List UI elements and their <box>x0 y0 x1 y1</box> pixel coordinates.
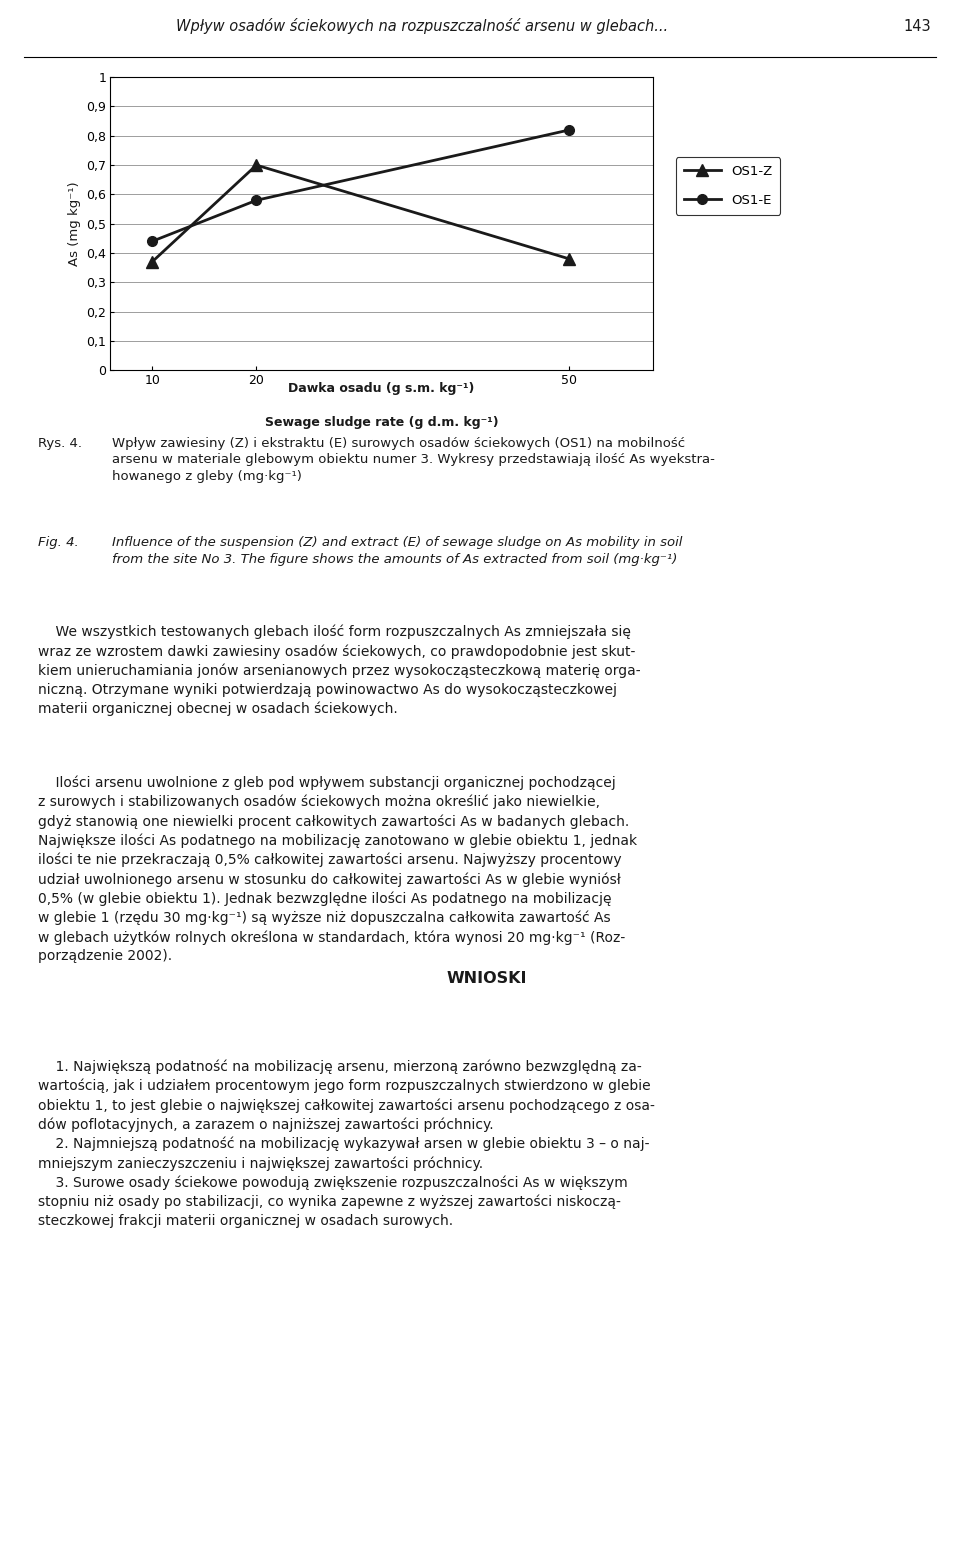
Text: Sewage sludge rate (g d.m. kg⁻¹): Sewage sludge rate (g d.m. kg⁻¹) <box>265 417 498 429</box>
Text: Wpływ zawiesiny (Z) i ekstraktu (E) surowych osadów ściekowych (OS1) na mobilnoś: Wpływ zawiesiny (Z) i ekstraktu (E) suro… <box>112 437 715 483</box>
Line: OS1-Z: OS1-Z <box>147 159 575 267</box>
Text: We wszystkich testowanych glebach ilość form rozpuszczalnych As zmniejszała się
: We wszystkich testowanych glebach ilość … <box>38 625 641 716</box>
Y-axis label: As (mg kg⁻¹): As (mg kg⁻¹) <box>67 182 81 265</box>
Text: 143: 143 <box>903 19 931 34</box>
Text: Influence of the suspension (Z) and extract (E) of sewage sludge on As mobility : Influence of the suspension (Z) and extr… <box>112 535 683 566</box>
Line: OS1-E: OS1-E <box>147 125 574 247</box>
Text: 1. Największą podatność na mobilizację arsenu, mierzoną zarówno bezwzględną za-
: 1. Największą podatność na mobilizację a… <box>38 1060 656 1228</box>
OS1-Z <box>564 250 575 268</box>
Text: Fig. 4.: Fig. 4. <box>38 535 79 549</box>
Text: Ilości arsenu uwolnione z gleb pod wpływem substancji organicznej pochodzącej
z : Ilości arsenu uwolnione z gleb pod wpływ… <box>38 776 637 963</box>
Text: Rys. 4.: Rys. 4. <box>38 437 83 449</box>
OS1-E <box>146 231 157 250</box>
Text: WNIOSKI: WNIOSKI <box>447 971 527 986</box>
OS1-E <box>251 191 262 210</box>
Text: Wpływ osadów ściekowych na rozpuszczalność arsenu w glebach...: Wpływ osadów ściekowych na rozpuszczalno… <box>177 19 668 34</box>
Legend: OS1-Z, OS1-E: OS1-Z, OS1-E <box>676 157 780 214</box>
OS1-Z <box>146 253 157 272</box>
Text: Dawka osadu (g s.m. kg⁻¹): Dawka osadu (g s.m. kg⁻¹) <box>288 383 475 395</box>
OS1-Z <box>251 156 262 174</box>
OS1-E <box>564 120 575 139</box>
